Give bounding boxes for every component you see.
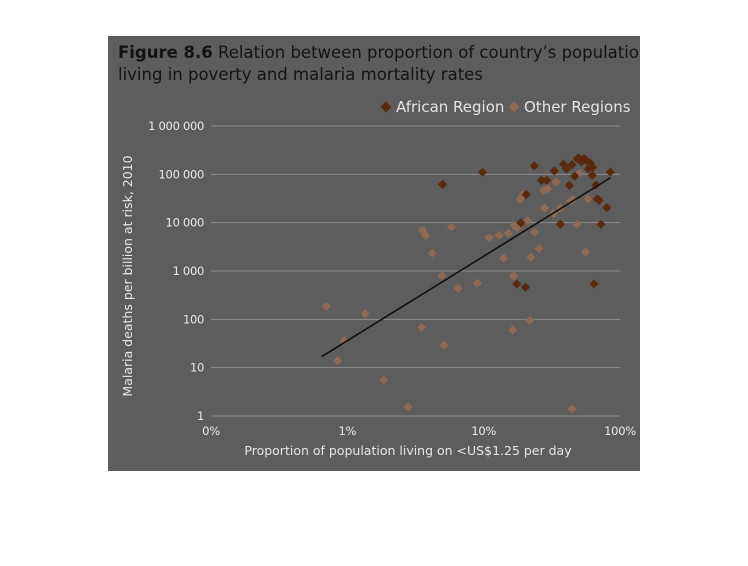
- point-other-regions: [379, 375, 389, 385]
- point-other-regions: [437, 271, 447, 281]
- point-african-region: [570, 171, 580, 181]
- point-african-region: [555, 219, 565, 229]
- point-african-region: [589, 279, 599, 289]
- x-tick-label: 1%: [339, 424, 357, 438]
- y-tick-label: 1 000: [173, 264, 204, 278]
- point-african-region: [602, 202, 612, 213]
- point-other-regions: [339, 336, 349, 346]
- point-other-regions: [522, 216, 533, 226]
- y-tick-label: 10 000: [166, 216, 204, 230]
- scatter-chart: Figure 8.6 Relation between proportion o…: [118, 43, 640, 458]
- point-african-region: [536, 175, 546, 185]
- point-other-regions: [420, 231, 431, 241]
- point-african-region: [549, 166, 559, 176]
- point-other-regions: [427, 248, 437, 258]
- x-tick-label: 10%: [471, 424, 496, 438]
- x-tick-label: 100%: [604, 424, 636, 438]
- point-other-regions: [360, 309, 370, 319]
- point-other-regions: [498, 253, 509, 263]
- point-other-regions: [507, 325, 518, 335]
- y-tick-label: 1: [197, 409, 204, 423]
- point-other-regions: [472, 278, 483, 288]
- trend-line: [321, 177, 611, 358]
- point-african-region: [594, 195, 604, 205]
- point-african-region: [596, 219, 606, 230]
- point-other-regions: [583, 194, 593, 204]
- point-african-region: [561, 164, 572, 174]
- point-other-regions: [503, 228, 514, 238]
- point-other-regions: [512, 223, 523, 233]
- point-african-region: [558, 159, 569, 169]
- point-african-region: [521, 190, 531, 200]
- point-other-regions: [494, 230, 504, 240]
- legend-marker-other-regions: [508, 101, 520, 113]
- figure-panel: Figure 8.6 Relation between proportion o…: [108, 36, 640, 471]
- x-tick-label: 0%: [202, 424, 220, 438]
- chart-title-line-2: living in poverty and malaria mortality …: [118, 65, 483, 84]
- trend-line-group: [321, 177, 611, 358]
- point-other-regions: [403, 402, 413, 412]
- point-african-region: [542, 175, 552, 185]
- point-african-region: [574, 153, 584, 163]
- point-other-regions: [453, 283, 463, 293]
- chart-title-line-1: Figure 8.6 Relation between proportion o…: [118, 43, 640, 62]
- point-african-region: [564, 180, 574, 191]
- point-other-regions: [567, 404, 577, 414]
- point-other-regions: [540, 203, 550, 213]
- data-points: [321, 153, 615, 414]
- legend: African Region Other Regions: [380, 98, 631, 116]
- point-other-regions: [525, 315, 535, 326]
- point-african-region: [588, 162, 598, 172]
- point-african-region: [605, 167, 615, 177]
- y-tick-label: 100: [183, 312, 204, 326]
- legend-label-other-regions: Other Regions: [524, 98, 631, 116]
- point-other-regions: [538, 185, 549, 195]
- point-other-regions: [321, 301, 331, 312]
- point-african-region: [520, 282, 531, 292]
- point-other-regions: [484, 233, 494, 243]
- figure-number: Figure 8.6: [118, 43, 213, 62]
- point-other-regions: [574, 168, 585, 178]
- point-other-regions: [551, 177, 561, 187]
- y-tick-label: 10: [190, 361, 204, 375]
- point-other-regions: [572, 219, 582, 230]
- y-tick-label: 100 000: [159, 167, 204, 181]
- point-other-regions: [581, 247, 591, 257]
- point-other-regions: [529, 227, 539, 237]
- y-tick-label: 1 000 000: [148, 119, 204, 133]
- point-african-region: [587, 170, 597, 181]
- x-tick-labels: 0% 1% 10% 100%: [202, 424, 636, 438]
- point-african-region: [591, 180, 601, 190]
- legend-marker-african-region: [380, 101, 392, 113]
- point-other-regions: [534, 244, 544, 254]
- point-african-region: [477, 167, 488, 177]
- y-tick-labels: 1 10 100 1 000 10 000 100 000 1 000 000: [148, 119, 204, 423]
- point-other-regions: [333, 356, 343, 366]
- point-african-region: [516, 218, 526, 228]
- point-other-regions: [439, 340, 449, 350]
- point-other-regions: [416, 322, 427, 333]
- point-other-regions: [446, 222, 457, 232]
- point-african-region: [583, 164, 593, 174]
- point-african-region: [529, 161, 539, 171]
- title-line-1-text: Relation between proportion of country’s…: [213, 43, 640, 62]
- point-african-region: [438, 179, 448, 189]
- x-axis-label: Proportion of population living on <US$1…: [244, 443, 572, 458]
- point-other-regions: [543, 184, 553, 194]
- point-other-regions: [526, 252, 536, 263]
- point-other-regions: [509, 220, 519, 230]
- legend-label-african-region: African Region: [396, 98, 504, 116]
- gridlines: [211, 125, 620, 417]
- point-african-region: [567, 160, 577, 170]
- y-axis-label: Malaria deaths per billion at risk, 2010: [120, 155, 135, 396]
